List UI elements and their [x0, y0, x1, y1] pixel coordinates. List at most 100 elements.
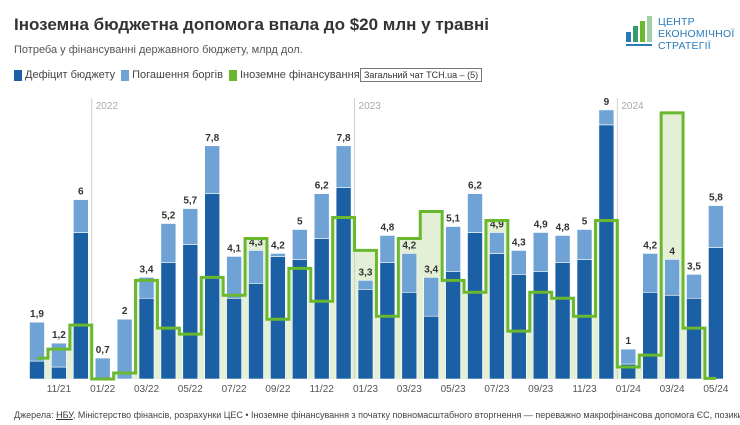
legend-item-debt[interactable]: Погашення боргів	[121, 69, 223, 81]
bar-debt-repayment	[335, 145, 352, 188]
logo: ЦЕНТР ЕКОНОМІЧНОЇ СТРАТЕГІЇ	[626, 16, 734, 52]
legend-swatch	[121, 69, 130, 81]
data-label: 4,8	[556, 222, 570, 233]
legend-label: Погашення боргів	[132, 69, 223, 81]
data-label: 6	[78, 187, 84, 198]
bar-debt-repayment	[357, 280, 374, 290]
data-label: 4,3	[512, 237, 526, 248]
data-label: 7,8	[337, 133, 351, 144]
data-label: 5	[297, 217, 303, 228]
data-label: 4	[669, 246, 675, 257]
legend-swatch	[228, 69, 237, 81]
bar-deficit	[182, 244, 199, 380]
bar-debt-repayment	[401, 253, 418, 293]
bar-debt-repayment	[29, 321, 45, 362]
logo-bars-icon	[626, 16, 652, 46]
bar-debt-repayment	[204, 145, 220, 194]
x-tick-label: 07/22	[222, 384, 247, 395]
bar-debt-repayment	[554, 235, 571, 263]
x-tick-label: 07/23	[484, 384, 509, 395]
data-label: 3,4	[140, 264, 154, 275]
bar-debt-repayment	[182, 208, 199, 245]
bar-deficit	[532, 271, 549, 380]
x-tick-label: 03/24	[660, 384, 685, 395]
bar-debt-repayment	[445, 226, 461, 272]
bar-deficit	[138, 297, 155, 380]
bar-deficit	[664, 294, 680, 380]
x-tick-label: 03/23	[397, 384, 422, 395]
bar-deficit	[598, 124, 615, 380]
x-tick-label: 11/23	[572, 384, 597, 395]
data-label: 1	[626, 336, 632, 347]
bar-deficit	[73, 232, 89, 380]
source-link-nbu[interactable]: НБУ	[56, 410, 73, 420]
bar-debt-repayment	[160, 223, 177, 263]
data-label: 5,7	[183, 196, 197, 207]
bar-debt-repayment	[116, 318, 133, 380]
bar-deficit	[226, 297, 242, 380]
x-tick-label: 11/22	[310, 384, 335, 395]
bar-debt-repayment	[510, 250, 527, 275]
data-label: 5,8	[709, 193, 723, 204]
x-tick-label: 03/22	[134, 384, 159, 395]
data-label: 3,5	[687, 261, 701, 272]
source-note: Джерела: НБУ, Міністерство фінансів, роз…	[14, 410, 740, 420]
year-label: 2024	[621, 101, 644, 112]
bar-deficit	[686, 297, 702, 380]
legend-item-foreign[interactable]: Іноземне фінансування	[228, 69, 360, 81]
data-label: 4,1	[227, 243, 241, 254]
bar-deficit	[401, 291, 418, 380]
data-label: 4,2	[271, 240, 285, 251]
x-tick-label: 09/23	[528, 384, 553, 395]
data-label: 3,4	[424, 264, 438, 275]
x-tick-label: 05/23	[441, 384, 466, 395]
data-label: 3,3	[359, 267, 373, 278]
data-label: 4,9	[490, 219, 504, 230]
bar-debt-repayment	[467, 193, 483, 233]
bar-deficit	[708, 247, 724, 380]
bar-deficit	[357, 288, 374, 380]
data-label: 5	[582, 217, 588, 228]
bar-debt-repayment	[489, 232, 505, 254]
legend: Дефіцит бюджету Погашення боргів Іноземн…	[14, 69, 360, 81]
data-label: 5,2	[161, 211, 175, 222]
x-tick-label: 11/21	[47, 384, 72, 395]
data-label: 9	[604, 97, 610, 108]
bar-debt-repayment	[138, 277, 155, 299]
bar-debt-repayment	[94, 357, 111, 380]
bar-debt-repayment	[620, 348, 637, 365]
bar-deficit	[642, 291, 659, 380]
bar-debt-repayment	[532, 232, 549, 272]
bar-debt-repayment	[379, 235, 396, 263]
bar-deficit	[510, 274, 527, 380]
data-label: 4,2	[402, 240, 416, 251]
bar-deficit	[576, 259, 593, 380]
legend-item-deficit[interactable]: Дефіцит бюджету	[14, 69, 115, 81]
bar-deficit	[29, 360, 45, 380]
chart-subtitle: Потреба у фінансуванні державного бюджет…	[14, 44, 303, 56]
data-label: 5,1	[446, 214, 460, 225]
bar-deficit	[379, 262, 396, 380]
bar-deficit	[467, 232, 483, 380]
bar-deficit	[160, 262, 177, 380]
x-tick-label: 01/23	[353, 384, 378, 395]
logo-line: СТРАТЕГІЇ	[658, 40, 711, 52]
bar-debt-repayment	[73, 199, 89, 233]
data-label: 4,8	[380, 222, 394, 233]
bar-debt-repayment	[313, 193, 330, 239]
data-label: 1,9	[30, 309, 44, 320]
data-label: 7,8	[205, 133, 219, 144]
bar-debt-repayment	[248, 250, 264, 284]
bar-deficit	[489, 253, 505, 380]
source-prefix: Джерела:	[14, 410, 57, 420]
bar-debt-repayment	[270, 253, 286, 257]
x-tick-label: 05/22	[178, 384, 203, 395]
source-text: , Міністерство фінансів, розрахунки ЦЕС …	[72, 410, 740, 420]
data-label: 1,2	[52, 330, 66, 341]
data-label: 4,9	[534, 219, 548, 230]
chart-title: Іноземна бюджетна допомога впала до $20 …	[14, 15, 489, 34]
data-label: 6,2	[468, 181, 482, 192]
data-label: 4,2	[643, 240, 657, 251]
